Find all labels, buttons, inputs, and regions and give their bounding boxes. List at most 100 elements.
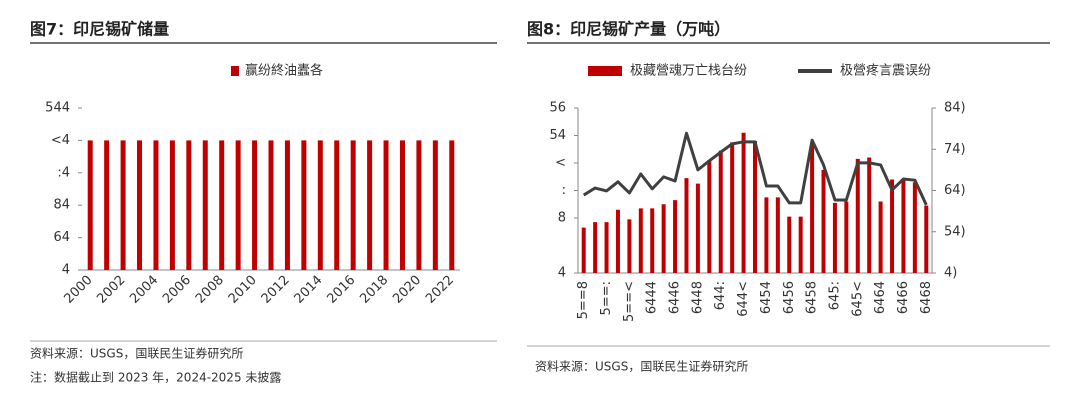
bar	[855, 158, 860, 273]
x-tick-label: 2006	[160, 273, 194, 307]
bar	[912, 182, 917, 273]
x-tick-label: 5==<	[622, 281, 637, 322]
y-tick-label: <4	[51, 133, 70, 148]
x-tick-label: 6444	[645, 281, 660, 314]
y2-tick-label: 4)	[944, 266, 957, 281]
bar	[449, 140, 455, 270]
bar	[219, 140, 225, 270]
bar	[416, 140, 422, 270]
figure-title: 图7：印尼锡矿储量	[30, 20, 169, 39]
bar	[924, 205, 929, 273]
bar	[844, 201, 849, 273]
bar	[787, 216, 792, 273]
x-tick-label: 644:	[713, 281, 728, 310]
bar	[604, 222, 609, 273]
legend-label: 赢纷終油蠹各	[245, 63, 323, 79]
x-tick-label: 2010	[226, 273, 260, 307]
x-tick-label: 5==8	[576, 281, 591, 319]
bar	[186, 140, 192, 270]
legend-swatch	[588, 66, 622, 76]
x-tick-label: 6458	[805, 281, 820, 314]
bar	[753, 141, 757, 273]
y-tick-label: :	[562, 183, 566, 198]
x-tick-label: 2012	[259, 273, 293, 307]
y-tick-label: 64	[53, 230, 70, 245]
y-tick-label: 8	[558, 211, 566, 226]
bar	[810, 143, 815, 273]
x-tick-label: 645<	[850, 281, 865, 317]
bar	[684, 178, 689, 273]
bar	[695, 183, 700, 273]
x-tick-label: 645:	[827, 281, 842, 310]
x-tick-label: 2008	[193, 273, 227, 307]
x-tick-label: 2004	[127, 273, 161, 307]
x-tick-label: 2002	[94, 273, 128, 307]
bar	[798, 216, 803, 273]
x-tick-label: 5==:	[599, 281, 614, 315]
bar	[730, 142, 735, 273]
x-tick-label: 644<	[736, 281, 751, 317]
y-tick-label: 544	[45, 101, 70, 116]
y-tick-label: 4	[62, 263, 70, 278]
bar	[284, 140, 290, 270]
bar	[252, 140, 258, 270]
x-tick-label: 6448	[690, 281, 705, 314]
bar	[367, 140, 373, 270]
x-tick-label: 6468	[919, 281, 934, 314]
bar	[153, 140, 159, 270]
bar	[169, 140, 175, 270]
y-tick-label: :4	[57, 165, 70, 180]
bar	[104, 140, 110, 270]
x-tick-label: 2014	[292, 273, 326, 307]
bar	[890, 179, 895, 273]
bar	[317, 140, 323, 270]
y-tick-label: 54	[549, 128, 566, 143]
x-tick-label: 2000	[62, 273, 96, 307]
legend-label: 极營疼言震误纷	[840, 64, 931, 79]
x-tick-label: 2022	[423, 273, 457, 307]
x-tick-label: 6456	[782, 281, 797, 314]
x-tick-label: 6464	[873, 281, 888, 314]
bar	[87, 140, 93, 270]
bar	[650, 208, 655, 273]
bar	[901, 179, 906, 273]
bar	[235, 140, 241, 270]
bar	[673, 200, 678, 273]
bar	[832, 202, 837, 273]
y2-tick-label: 64)	[944, 183, 966, 198]
bar	[821, 169, 826, 273]
bar	[627, 219, 632, 273]
note: 注：数据截止到 2023 年，2024-2025 未披露	[30, 370, 281, 385]
bar	[137, 140, 143, 270]
bar	[741, 132, 746, 273]
x-tick-label: 6446	[668, 281, 683, 314]
bar	[383, 140, 389, 270]
source: 资料来源：USGS，国联民生证券研究所	[535, 359, 748, 374]
legend-label: 极藏營魂万亡栈台纷	[630, 63, 747, 79]
bar	[399, 140, 405, 270]
bar	[638, 208, 643, 273]
legend-swatch	[231, 66, 239, 76]
x-tick-label: 2020	[390, 273, 424, 307]
bar	[268, 140, 274, 270]
bar	[878, 201, 883, 273]
bar	[350, 140, 356, 270]
bar	[301, 140, 307, 270]
bar	[593, 222, 598, 273]
y2-tick-label: 84)	[944, 101, 966, 116]
y-tick-label: <	[555, 156, 566, 171]
bar	[707, 160, 712, 273]
bar	[661, 204, 666, 273]
x-tick-label: 2018	[357, 273, 391, 307]
bar	[581, 227, 586, 273]
y-tick-label: 4	[558, 266, 566, 281]
figure-title: 图8：印尼锡矿产量（万吨）	[527, 20, 730, 39]
bar	[775, 197, 780, 273]
bar	[764, 197, 769, 273]
bar	[334, 140, 340, 270]
bar	[120, 140, 126, 270]
y-tick-label: 56	[549, 101, 566, 116]
x-tick-label: 6454	[759, 281, 774, 314]
line	[582, 131, 928, 206]
